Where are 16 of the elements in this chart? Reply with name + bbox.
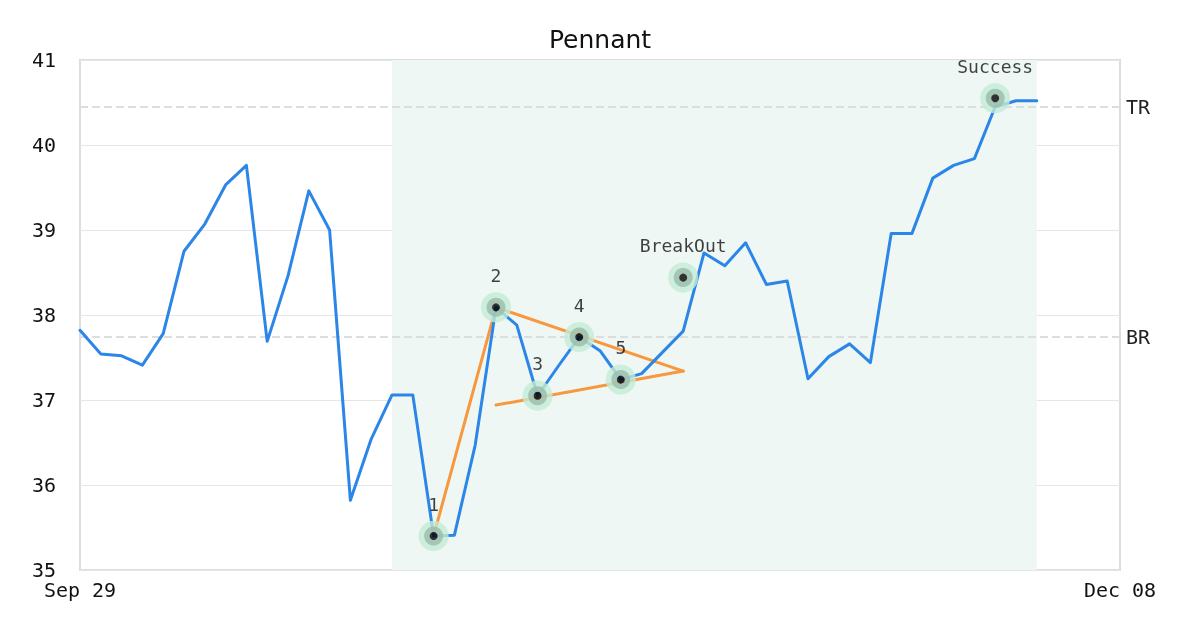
y-tick-label: 38	[32, 303, 57, 327]
chart-title: Pennant	[548, 25, 652, 54]
annotation: 1	[428, 493, 440, 515]
annotation: BreakOut	[639, 235, 727, 257]
annotation: 2	[490, 264, 502, 286]
y-tick-label: 39	[32, 218, 57, 242]
ref-line-label: TR	[1126, 94, 1152, 119]
annotation: Success	[957, 55, 1034, 77]
y-tick-label: 41	[32, 48, 57, 72]
y-tick-label: 36	[32, 473, 57, 497]
x-tick-label: Dec 08	[1083, 578, 1157, 602]
y-tick-label: 40	[32, 133, 57, 157]
ref-line-label: BR	[1126, 325, 1152, 350]
y-tick-label: 37	[32, 388, 57, 412]
annotation: 3	[532, 353, 544, 375]
annotation: 4	[573, 294, 585, 316]
